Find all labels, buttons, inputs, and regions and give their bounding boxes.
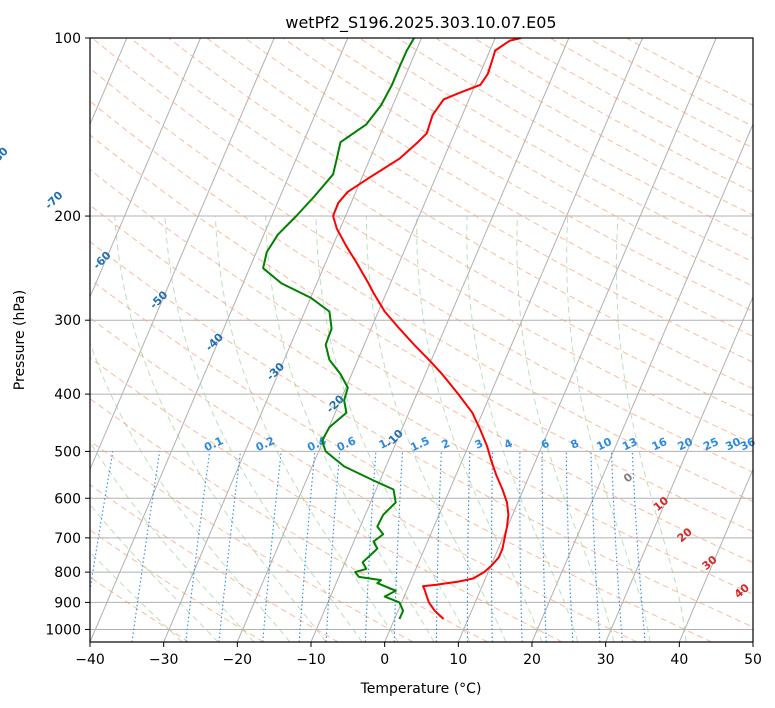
dry-adiabat-line	[90, 484, 339, 642]
isotherm-line	[384, 38, 643, 642]
x-tick-label: −10	[296, 652, 326, 668]
mixing-ratio-line	[185, 451, 211, 642]
series-layer	[262, 38, 522, 620]
dry-adiabat-line	[168, 38, 753, 390]
x-tick-label: 40	[670, 652, 688, 668]
isotherm-line	[90, 38, 275, 471]
plot-frame	[89, 37, 754, 643]
dry-adiabat-line	[90, 241, 753, 628]
mixing-ratio-label: 30	[723, 435, 743, 453]
dry-adiabat-line	[90, 67, 753, 473]
y-tick-label: 400	[54, 387, 81, 403]
x-tick-label: −40	[75, 652, 105, 668]
isotherm-line	[90, 38, 349, 642]
mixing-ratio-label: 20	[676, 435, 696, 453]
dry-adiabat-line	[91, 38, 753, 445]
temperature-line	[332, 38, 522, 620]
dry-adiabat-line	[90, 317, 638, 642]
mixing-ratio-line	[131, 451, 161, 642]
isotherm-line	[605, 295, 753, 642]
isotherm-line	[531, 122, 753, 642]
dry-adiabat-line	[90, 204, 753, 595]
y-tick-label: 300	[54, 313, 81, 329]
moist-adiabat-line	[416, 216, 543, 642]
isotherm-line	[678, 468, 753, 642]
moist-adiabat-line	[90, 340, 291, 642]
isotherm-line	[457, 38, 717, 642]
moist-adiabat-line	[566, 215, 651, 642]
dry-adiabat-label: -80	[0, 144, 11, 167]
y-axis-label: Pressure (hPa)	[12, 290, 28, 390]
x-tick-label: 50	[744, 652, 762, 668]
y-tick-label: 100	[54, 31, 81, 47]
moist-adiabat-line	[214, 215, 399, 642]
mixing-ratio-label: 13	[620, 435, 639, 453]
isotherm-line	[163, 38, 422, 642]
mixing-ratio-line	[90, 451, 114, 594]
x-tick-label: 0	[380, 652, 389, 668]
dry-adiabat-line	[90, 440, 414, 642]
x-axis-label: Temperature (°C)	[360, 681, 482, 697]
y-tick-label: 800	[54, 565, 81, 581]
dry-adiabat-line	[90, 134, 753, 533]
y-tick-label: 500	[54, 444, 81, 460]
x-tick-label: 10	[449, 652, 467, 668]
moist-adiabat-line	[265, 215, 435, 642]
dry-adiabat-line	[130, 38, 753, 417]
mixing-ratio-label: 16	[650, 435, 670, 453]
moist-adiabat-line	[516, 215, 615, 642]
x-tick-label: −20	[223, 652, 253, 668]
y-tick-label: 1000	[45, 622, 81, 638]
dry-adiabat-line	[90, 100, 753, 503]
isotherm-line	[236, 38, 496, 642]
moist-adiabat-line	[466, 215, 579, 642]
x-tick-label: 20	[523, 652, 541, 668]
isotherm-line	[90, 38, 201, 299]
x-tick-label: 30	[597, 652, 615, 668]
moist-adiabat-line	[114, 215, 327, 642]
y-tick-label: 700	[54, 531, 81, 547]
moist-adiabat-line	[315, 215, 471, 642]
dry-adiabat-line	[90, 169, 753, 564]
y-tick-label: 900	[54, 595, 81, 611]
mixing-ratio-label: 25	[701, 435, 720, 453]
y-tick-label: 200	[54, 209, 81, 225]
dewpoint-line	[262, 38, 415, 620]
x-tick-label: −30	[149, 652, 179, 668]
mixing-ratio-label: 10	[595, 435, 615, 453]
y-axis-ticks: 1000 900 800 700 600 500 400 300 200 100	[45, 31, 90, 638]
x-axis-ticks: −40 −30 −20 −10 0 10 20 30 40 50	[75, 642, 762, 668]
thermodynamic-background-lines	[90, 38, 753, 642]
moist-adiabat-line	[90, 551, 183, 642]
chart-title: wetPf2_S196.2025.303.10.07.E05	[285, 13, 556, 33]
dry-adiabat-line	[206, 38, 753, 363]
moist-adiabat-line	[615, 215, 687, 642]
y-tick-label: 600	[54, 491, 81, 507]
